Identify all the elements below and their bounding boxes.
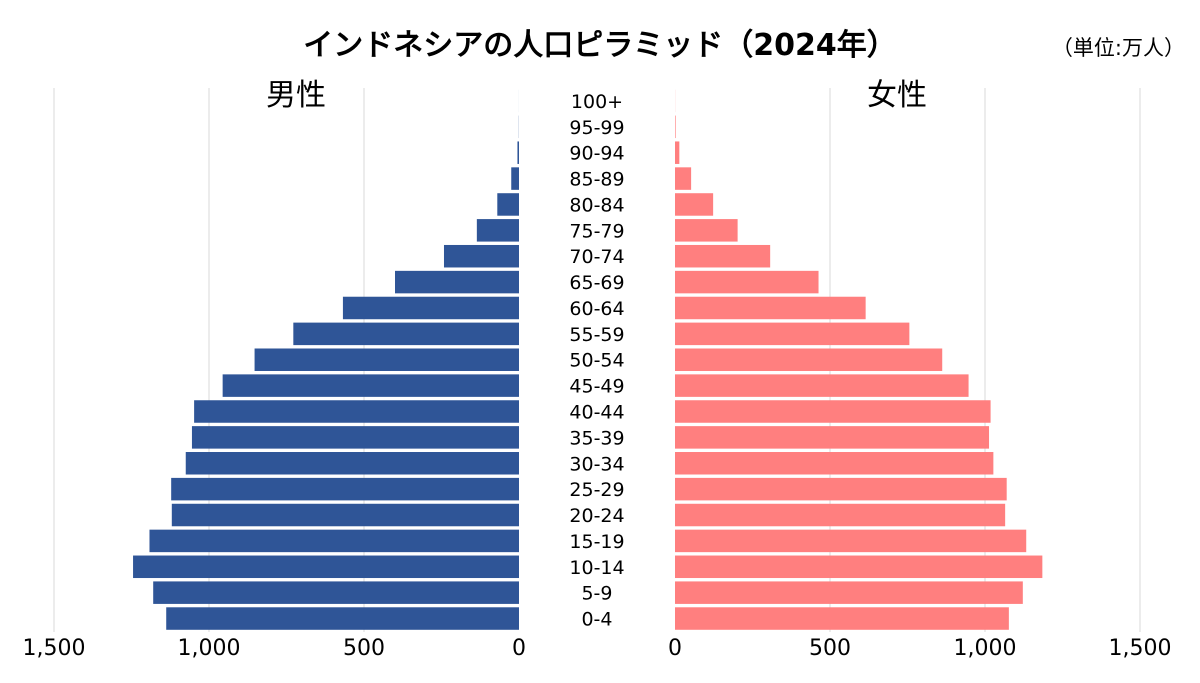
- female-tick-500: 500: [809, 636, 851, 661]
- age-label-75-79: 75-79: [569, 220, 624, 242]
- female-bar-5-9: [675, 581, 1023, 604]
- female-bars: [675, 89, 1043, 630]
- age-label-10-14: 10-14: [569, 557, 624, 579]
- female-bar-35-39: [675, 426, 990, 449]
- chart-title: インドネシアの人口ピラミッド（2024年）: [303, 28, 897, 63]
- female-bar-95-99: [675, 115, 676, 139]
- male-bar-85-89: [511, 167, 519, 190]
- male-bar-60-64: [342, 296, 519, 320]
- female-bar-75-79: [675, 219, 738, 242]
- age-labels: 0-4 5-9 10-14 15-19 20-24 25-29 30-34 35-39 40-4…: [569, 91, 624, 631]
- age-label-80-84: 80-84: [569, 194, 624, 216]
- male-bar-30-34: [185, 452, 519, 475]
- axis-ticks: 0 0 500 500 1,000 1,000 1,500 1,500: [23, 636, 1172, 661]
- age-label-65-69: 65-69: [569, 272, 624, 294]
- age-label-40-44: 40-44: [569, 402, 624, 424]
- age-label-45-49: 45-49: [569, 376, 624, 398]
- female-tick-1000: 1,000: [954, 636, 1017, 661]
- age-label-90-94: 90-94: [569, 143, 624, 165]
- male-bar-65-69: [395, 270, 519, 294]
- male-bar-5-9: [153, 581, 519, 604]
- male-bar-10-14: [133, 555, 520, 579]
- female-bar-85-89: [675, 167, 692, 190]
- age-label-20-24: 20-24: [569, 505, 624, 527]
- male-bar-25-29: [171, 477, 519, 501]
- age-label-70-74: 70-74: [569, 246, 624, 268]
- female-bar-15-19: [675, 529, 1027, 553]
- age-label-85-89: 85-89: [569, 169, 624, 191]
- male-bar-50-54: [254, 348, 519, 371]
- male-bar-90-94: [517, 141, 519, 164]
- unit-label: （単位:万人）: [1052, 36, 1185, 60]
- male-bar-15-19: [149, 529, 520, 553]
- female-bar-60-64: [675, 296, 866, 320]
- female-bar-70-74: [675, 244, 771, 268]
- male-label: 男性: [266, 78, 326, 113]
- age-label-5-9: 5-9: [581, 583, 612, 605]
- male-tick-0: 0: [512, 636, 526, 661]
- female-bar-10-14: [675, 555, 1043, 579]
- male-bar-55-59: [293, 322, 519, 346]
- age-label-55-59: 55-59: [569, 324, 624, 346]
- female-bar-0-4: [675, 607, 1009, 630]
- male-bar-75-79: [476, 219, 519, 242]
- male-bar-20-24: [171, 503, 520, 527]
- age-label-0-4: 0-4: [581, 609, 612, 631]
- female-bar-25-29: [675, 477, 1007, 501]
- male-tick-1000: 1,000: [178, 636, 241, 661]
- male-bars: [133, 89, 520, 630]
- male-bar-70-74: [443, 244, 519, 268]
- male-tick-500: 500: [343, 636, 385, 661]
- age-label-25-29: 25-29: [569, 479, 624, 501]
- age-label-30-34: 30-34: [569, 453, 624, 475]
- female-bar-45-49: [675, 374, 969, 397]
- male-bar-80-84: [497, 193, 519, 216]
- age-label-95-99: 95-99: [569, 117, 624, 139]
- female-bar-55-59: [675, 322, 910, 346]
- age-label-60-64: 60-64: [569, 298, 624, 320]
- male-bar-0-4: [166, 607, 519, 630]
- male-tick-1500: 1,500: [23, 636, 86, 661]
- female-bar-50-54: [675, 348, 943, 371]
- age-label-15-19: 15-19: [569, 531, 624, 553]
- age-label-50-54: 50-54: [569, 350, 624, 372]
- female-tick-1500: 1,500: [1109, 636, 1172, 661]
- male-bar-40-44: [194, 400, 519, 423]
- age-label-100+: 100+: [571, 91, 623, 113]
- female-bar-65-69: [675, 270, 819, 294]
- male-bar-45-49: [222, 374, 519, 397]
- age-label-35-39: 35-39: [569, 427, 624, 449]
- female-bar-20-24: [675, 503, 1006, 527]
- female-bar-90-94: [675, 141, 680, 164]
- male-bar-35-39: [191, 426, 519, 449]
- female-bar-80-84: [675, 193, 714, 216]
- female-bar-30-34: [675, 452, 994, 475]
- female-bar-40-44: [675, 400, 991, 423]
- female-tick-0: 0: [668, 636, 682, 661]
- female-label: 女性: [867, 78, 927, 113]
